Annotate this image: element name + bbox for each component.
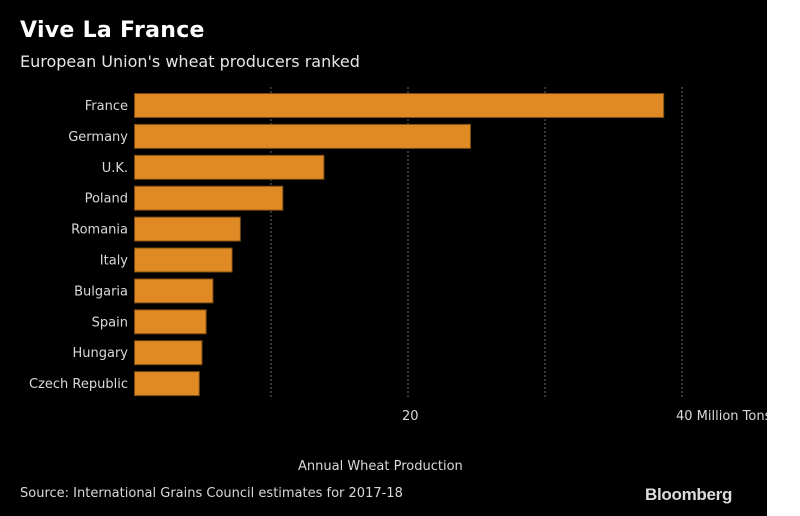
bar-spain: [134, 309, 207, 335]
category-label: Poland: [85, 192, 128, 207]
bar-germany: [134, 123, 472, 149]
category-label: Italy: [100, 254, 129, 269]
category-label: Hungary: [72, 346, 128, 361]
bar-u-k: [134, 154, 325, 180]
bar-chart: France Germany U.K. Poland Romania Italy Bulga…: [29, 87, 767, 424]
category-label: Spain: [92, 315, 128, 330]
x-axis-title: Annual Wheat Production: [298, 459, 463, 474]
bar-romania: [134, 216, 241, 242]
category-label: U.K.: [102, 161, 128, 176]
category-label: Bulgaria: [74, 284, 128, 299]
bar-hungary: [134, 340, 203, 366]
x-tick-label: 40 Million Tons: [676, 409, 767, 424]
chart-title: Vive La France: [20, 18, 205, 43]
source-note: Source: International Grains Council est…: [20, 486, 403, 501]
category-label: France: [85, 99, 128, 114]
category-label: Czech Republic: [29, 377, 128, 392]
bar-poland: [134, 185, 284, 211]
category-label: Germany: [68, 130, 128, 145]
bar-france: [134, 93, 665, 118]
bar-czech-republic: [134, 371, 200, 397]
x-axis-ticks: 20 40 Million Tons: [402, 409, 767, 424]
bar-italy: [134, 247, 233, 273]
x-tick-label: 20: [402, 409, 419, 424]
category-label: Romania: [71, 223, 128, 238]
chart-panel: [0, 0, 767, 516]
chart-subtitle: European Union's wheat producers ranked: [20, 52, 360, 71]
bars: [134, 93, 665, 397]
category-labels: France Germany U.K. Poland Romania Italy Bulga…: [29, 99, 128, 392]
bloomberg-logo: Bloomberg: [645, 485, 733, 504]
bar-bulgaria: [134, 278, 214, 304]
